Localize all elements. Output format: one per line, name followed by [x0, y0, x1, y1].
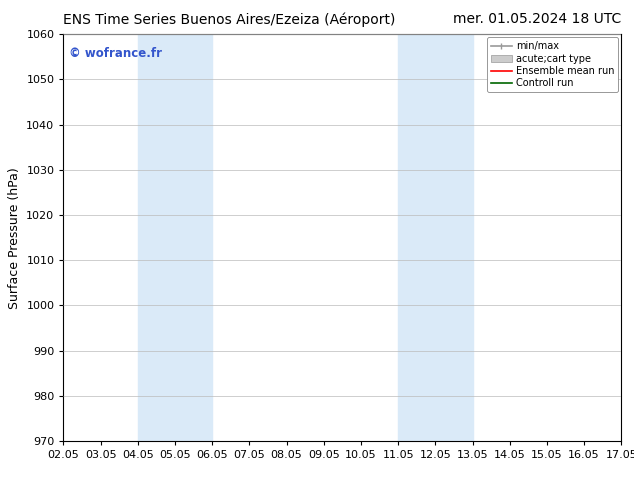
Y-axis label: Surface Pressure (hPa): Surface Pressure (hPa)	[8, 167, 21, 309]
Bar	[138, 34, 212, 441]
Bar	[398, 34, 472, 441]
Text: mer. 01.05.2024 18 UTC: mer. 01.05.2024 18 UTC	[453, 12, 621, 26]
Text: © wofrance.fr: © wofrance.fr	[69, 47, 162, 59]
Legend: min/max, acute;cart type, Ensemble mean run, Controll run: min/max, acute;cart type, Ensemble mean …	[487, 37, 618, 92]
Text: ENS Time Series Buenos Aires/Ezeiza (Aéroport): ENS Time Series Buenos Aires/Ezeiza (Aér…	[63, 12, 396, 27]
